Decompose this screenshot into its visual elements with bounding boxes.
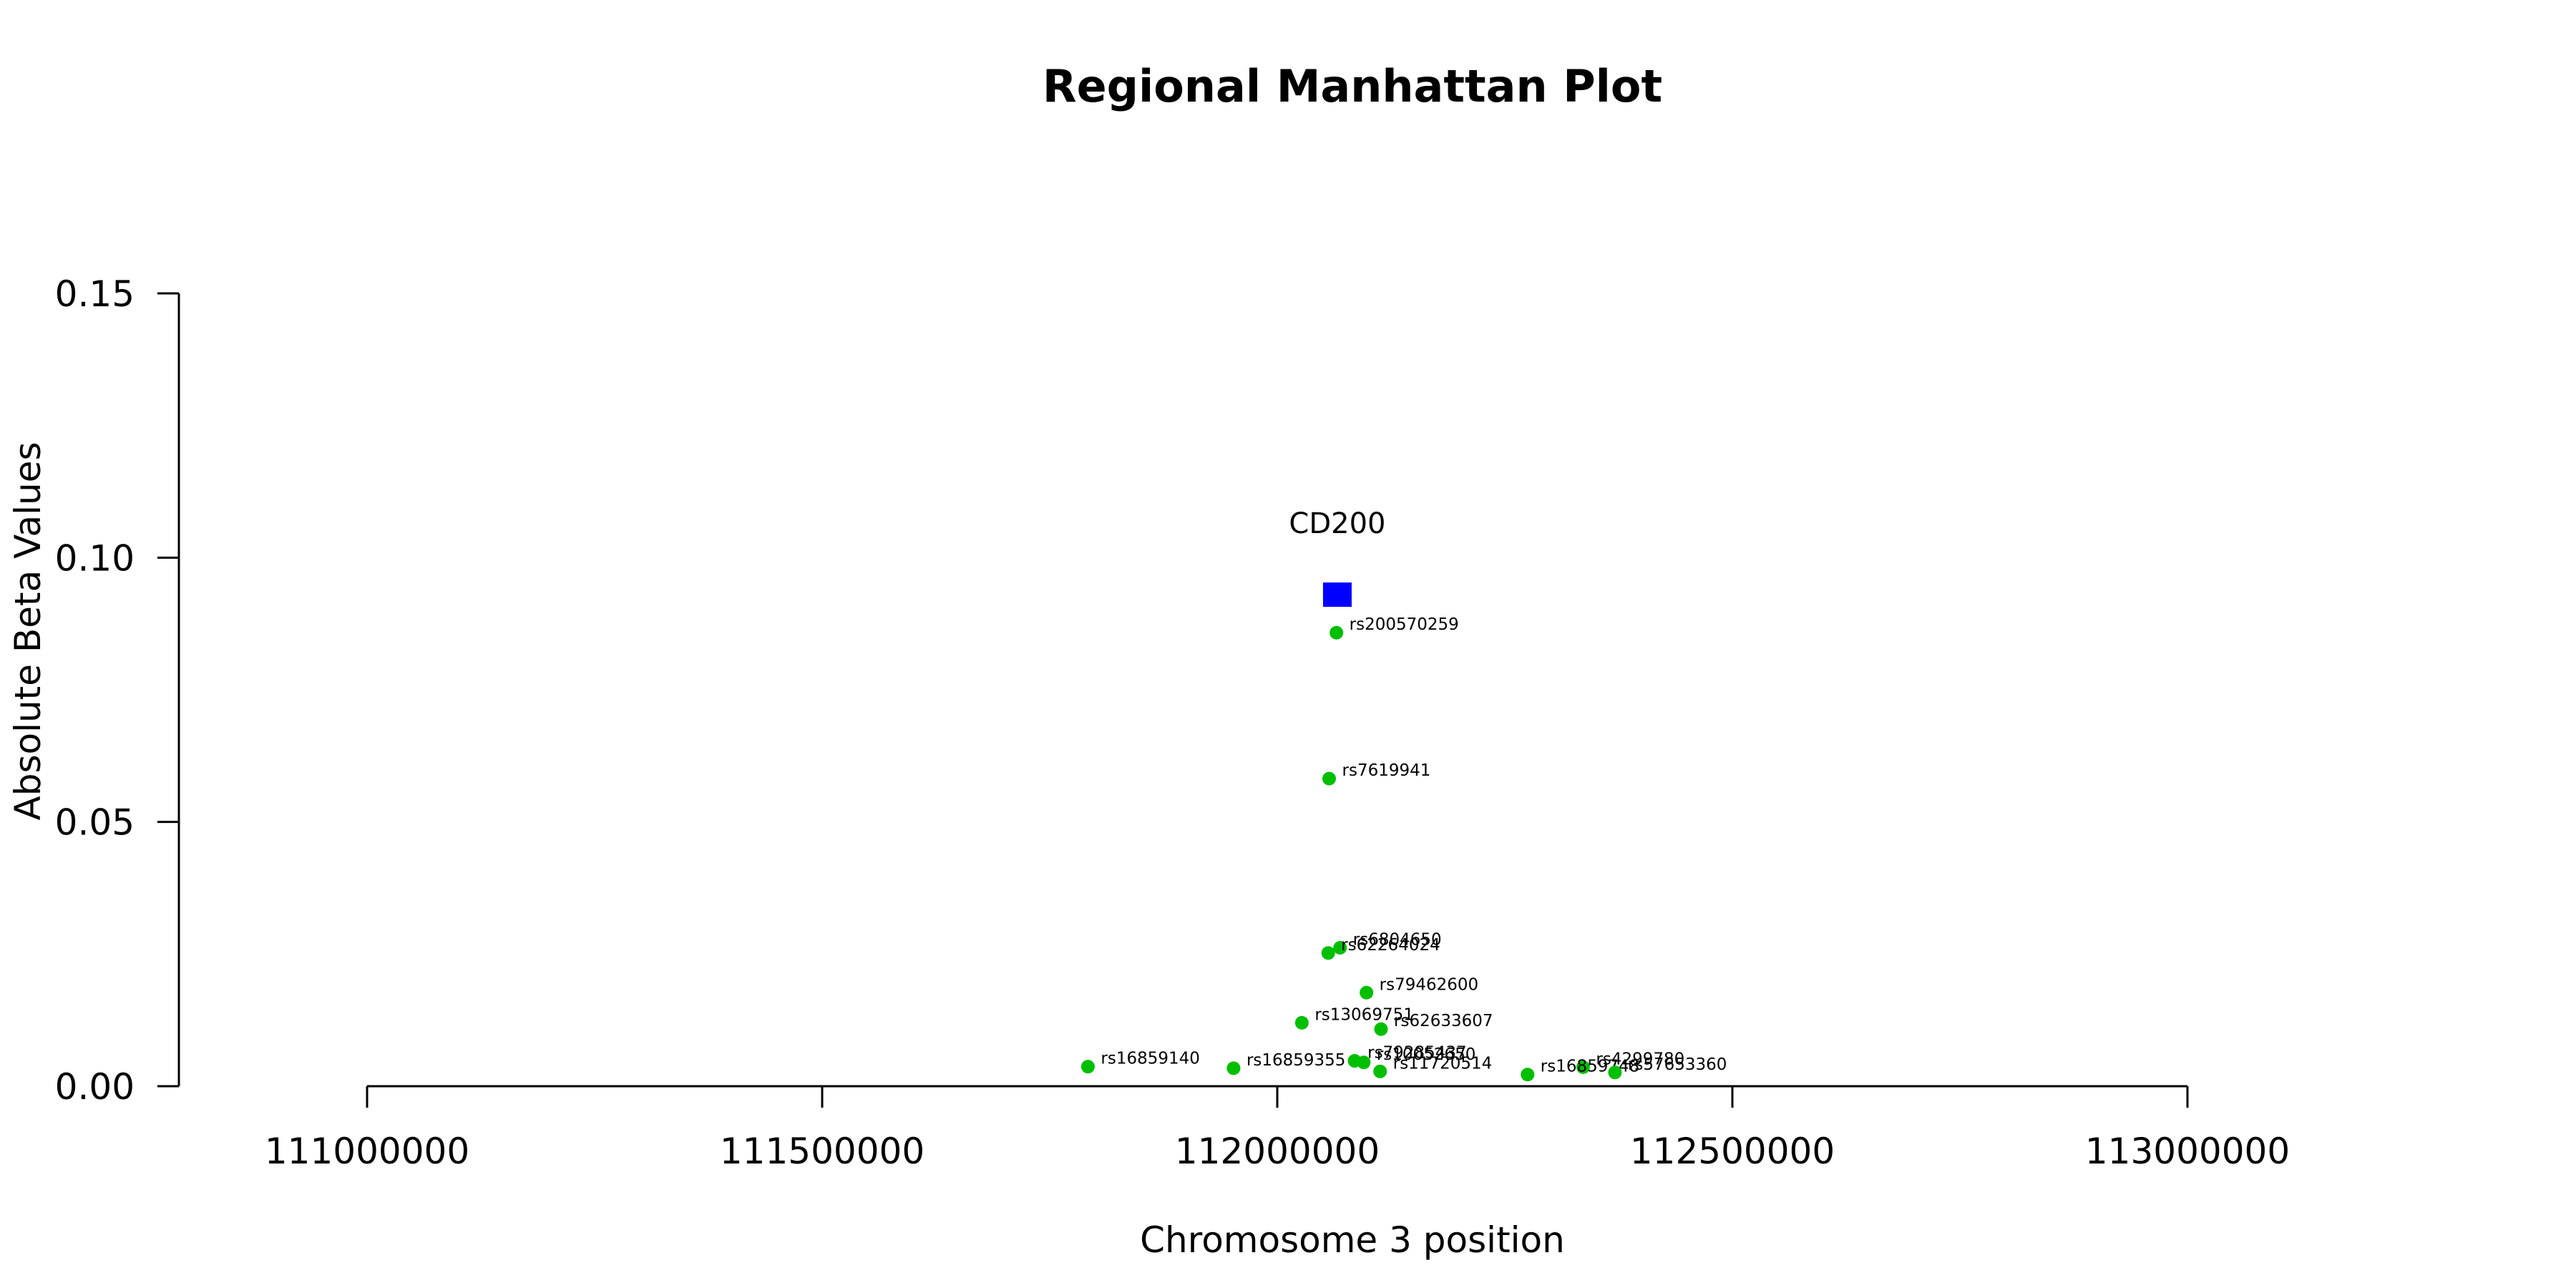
snp-point (1373, 1064, 1387, 1078)
snp-point (1608, 1065, 1622, 1080)
y-tick-label: 0.10 (55, 537, 135, 579)
snp-point (1374, 1022, 1388, 1036)
snp-point (1226, 1061, 1241, 1075)
snp-point (1321, 946, 1335, 960)
x-tick-label: 112500000 (1630, 1131, 1835, 1172)
x-tick-label: 111000000 (265, 1131, 469, 1172)
snp-point (1333, 940, 1347, 955)
snp-point (1360, 985, 1374, 1000)
x-tick-label: 111500000 (720, 1131, 924, 1172)
snp-label: rs4299780 (1596, 1050, 1684, 1068)
snp-label: rs62633607 (1394, 1012, 1493, 1030)
snp-point (1357, 1055, 1371, 1070)
snp-label: rs6804650 (1353, 930, 1442, 949)
snp-label: rs57653360 (1628, 1055, 1727, 1074)
snp-point (1330, 625, 1344, 640)
snp-point (1521, 1068, 1535, 1082)
x-axis: 111000000 111500000 112000000 112500000 1130… (265, 1085, 2290, 1172)
snp-label: rs62264024 (1341, 936, 1440, 955)
snp-label: rs16859748 (1541, 1058, 1640, 1076)
y-tick-label: 0.05 (55, 802, 135, 844)
snp-label: rs16859140 (1101, 1050, 1200, 1068)
snp-label: rs10052650 (1377, 1045, 1476, 1064)
y-axis-label: Absolute Beta Values (7, 442, 49, 821)
snp-point (1576, 1060, 1590, 1074)
y-tick-label: 0.00 (55, 1066, 135, 1108)
snp-label: rs13069751 (1314, 1005, 1414, 1024)
snp-label: rs11720514 (1393, 1054, 1493, 1073)
snp-label: rs200570259 (1350, 615, 1459, 634)
snp-point (1294, 1015, 1309, 1030)
y-axis: 0.00 0.05 0.10 0.15 (55, 273, 180, 1108)
snp-point (1322, 771, 1337, 786)
gene-label: CD200 (1289, 507, 1385, 540)
x-axis-label: Chromosome 3 position (1140, 1219, 1565, 1261)
y-tick-label: 0.15 (55, 273, 135, 315)
snp-label: rs16859355 (1246, 1051, 1346, 1070)
gene-marker: CD200 (1289, 507, 1385, 608)
x-tick-label: 113000000 (2085, 1131, 2290, 1172)
snp-label: rs79285437 (1367, 1044, 1467, 1063)
snp-label: rs7619941 (1342, 761, 1431, 780)
snp-label: rs79462600 (1380, 975, 1479, 994)
chart-title: Regional Manhattan Plot (1043, 60, 1662, 112)
x-tick-label: 112000000 (1175, 1131, 1380, 1172)
snp-point (1080, 1060, 1095, 1074)
gene-square (1322, 582, 1352, 608)
